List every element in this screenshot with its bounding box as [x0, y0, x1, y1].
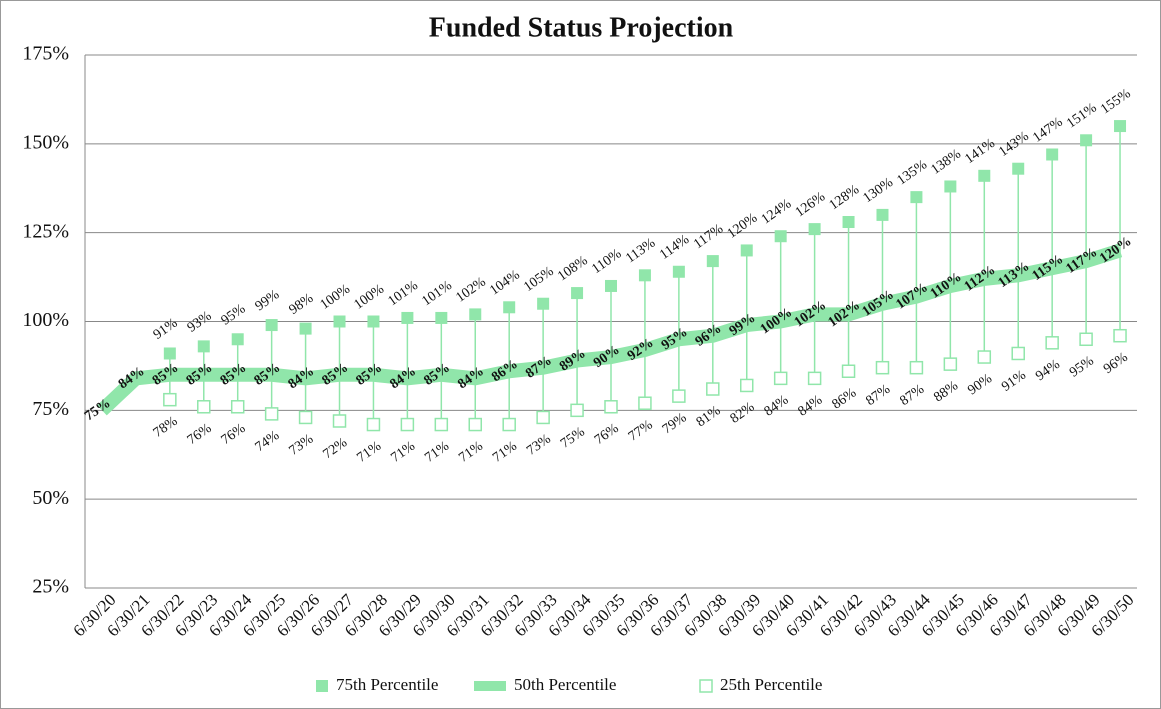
marker-25th	[434, 417, 449, 432]
marker-75th	[265, 319, 278, 332]
marker-25th	[570, 403, 584, 418]
legend-label: 25th Percentile	[720, 675, 822, 694]
marker-75th	[333, 315, 346, 328]
legend-marker	[699, 679, 713, 693]
y-tick-label: 100%	[22, 309, 69, 331]
marker-75th	[299, 322, 312, 335]
y-tick-label: 25%	[32, 576, 69, 598]
legend-marker	[316, 680, 328, 692]
y-tick-label: 50%	[32, 487, 69, 509]
marker-25th	[400, 417, 415, 432]
chart-title: Funded Status Projection	[429, 12, 734, 43]
marker-75th	[1114, 120, 1127, 133]
y-tick-label: 75%	[32, 398, 69, 420]
marker-25th	[739, 378, 754, 393]
marker-75th	[774, 230, 787, 243]
marker-25th	[468, 417, 483, 432]
marker-75th	[1046, 148, 1059, 161]
marker-25th	[672, 389, 686, 403]
marker-75th	[740, 244, 753, 257]
marker-25th	[298, 410, 313, 425]
marker-25th	[604, 400, 618, 414]
marker-75th	[910, 191, 923, 204]
marker-75th	[503, 301, 516, 314]
marker-75th	[672, 265, 685, 278]
marker-25th	[197, 400, 211, 414]
marker-25th	[536, 410, 550, 425]
marker-75th	[163, 347, 176, 360]
marker-75th	[571, 287, 584, 300]
marker-75th	[537, 297, 550, 310]
marker-75th	[367, 315, 380, 328]
marker-75th	[435, 311, 448, 324]
marker-25th	[332, 414, 347, 428]
marker-75th	[1012, 162, 1025, 175]
marker-25th	[502, 417, 516, 432]
marker-25th	[1045, 336, 1059, 350]
marker-75th	[978, 169, 991, 182]
marker-25th	[909, 360, 924, 375]
marker-75th	[876, 208, 889, 221]
marker-25th	[977, 350, 992, 364]
marker-25th	[1011, 346, 1025, 361]
marker-25th	[943, 357, 958, 371]
marker-25th	[366, 417, 381, 432]
marker-75th	[1080, 134, 1093, 147]
marker-25th	[875, 360, 890, 375]
marker-75th	[231, 333, 244, 346]
marker-75th	[638, 269, 651, 282]
legend-label: 75th Percentile	[336, 675, 438, 694]
marker-25th	[773, 371, 788, 386]
marker-75th	[842, 216, 855, 229]
marker-75th	[469, 308, 482, 321]
marker-25th	[841, 364, 856, 378]
marker-75th	[808, 223, 821, 236]
marker-25th	[230, 400, 245, 414]
marker-75th	[401, 311, 414, 324]
marker-25th	[1113, 328, 1127, 343]
legend-label: 50th Percentile	[514, 675, 616, 694]
marker-25th	[706, 382, 720, 396]
y-tick-label: 150%	[22, 131, 69, 153]
marker-25th	[638, 396, 652, 410]
marker-75th	[605, 279, 617, 292]
y-tick-label: 125%	[22, 220, 69, 242]
marker-75th	[944, 180, 957, 193]
marker-75th	[706, 255, 719, 268]
marker-25th	[1079, 332, 1093, 347]
marker-75th	[197, 340, 210, 353]
marker-25th	[264, 407, 279, 421]
marker-25th	[807, 371, 822, 386]
median-line	[97, 243, 1123, 416]
y-tick-label: 175%	[22, 43, 69, 65]
marker-25th	[163, 392, 177, 407]
